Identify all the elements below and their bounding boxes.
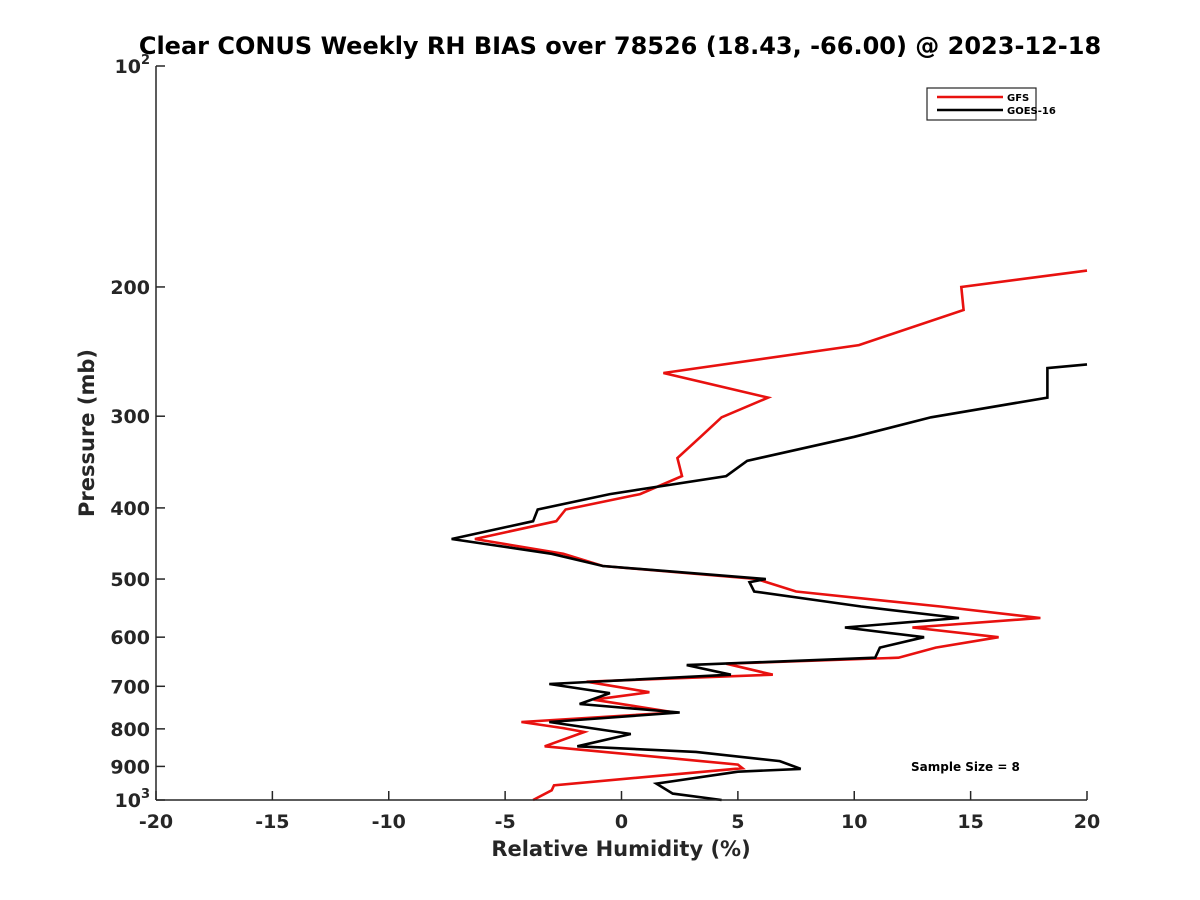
x-tick-label: 10	[841, 811, 867, 833]
legend-label-gfs: GFS	[1007, 93, 1029, 104]
x-axis-ticks: -20 -15 -10 -5 0 5 10 15 20	[139, 791, 1100, 833]
y-tick-label: 500	[110, 569, 150, 591]
y-tick-label: 102	[115, 53, 151, 78]
y-tick-label: 600	[110, 627, 150, 649]
x-tick-label: 20	[1074, 811, 1100, 833]
x-tick-label: -15	[255, 811, 289, 833]
x-tick-label: 5	[731, 811, 744, 833]
x-axis-label: Relative Humidity (%)	[491, 837, 750, 861]
series-line-gfs	[474, 269, 1088, 802]
y-tick-label: 400	[110, 498, 150, 520]
chart-title: Clear CONUS Weekly RH BIAS over 78526 (1…	[139, 32, 1101, 60]
x-tick-label: 15	[957, 811, 983, 833]
y-tick-label: 300	[110, 406, 150, 428]
x-tick-label: -10	[372, 811, 406, 833]
y-axis-ticks: 102 200 300 400 500 600 700 800 900 103	[110, 53, 165, 812]
y-tick-label: 900	[110, 756, 150, 778]
x-tick-label: -20	[139, 811, 173, 833]
y-tick-label: 700	[110, 676, 150, 698]
y-tick-label: 103	[115, 787, 151, 812]
series-line-goes-16	[451, 363, 1088, 802]
sample-size-annotation: Sample Size = 8	[911, 760, 1020, 774]
legend-box	[926, 87, 1037, 121]
x-tick-label: -5	[495, 811, 516, 833]
x-tick-label: 0	[615, 811, 628, 833]
y-tick-label: 200	[110, 277, 150, 299]
legend-label-goes-16: GOES-16	[1007, 106, 1056, 117]
y-axis-label: Pressure (mb)	[75, 349, 99, 517]
y-tick-label: 800	[110, 719, 150, 741]
legend: GFS GOES-16	[926, 87, 1056, 121]
series-layer	[451, 269, 1088, 802]
